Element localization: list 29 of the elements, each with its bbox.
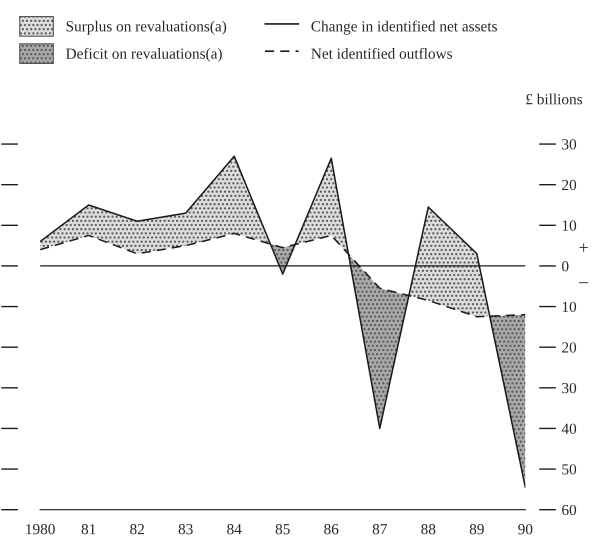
x-tick-label: 86 (324, 524, 338, 534)
legend-label: Net identified outflows (311, 48, 452, 59)
y-tick-label: 10 (562, 302, 576, 312)
y-tick-label: 60 (562, 504, 576, 516)
legend-label: Deficit on revaluations(a) (66, 48, 222, 62)
x-tick-label: 84 (227, 524, 242, 534)
x-tick-label: 82 (130, 524, 144, 534)
legend-label: Surplus on revaluations(a) (66, 20, 226, 35)
x-tick-label: 1980 (26, 524, 55, 534)
y-tick-label: 50 (562, 464, 576, 475)
x-tick-label: 83 (178, 524, 193, 534)
text: – (579, 282, 588, 284)
x-tick-label: 90 (518, 524, 532, 534)
y-tick-label: 30 (562, 382, 576, 394)
x-tick-label: 85 (276, 524, 290, 534)
y-tick-label: 20 (562, 180, 576, 190)
y-axis-title: £ billions (526, 94, 582, 104)
y-tick-label: 40 (562, 424, 576, 434)
y-tick-label: 20 (562, 342, 576, 353)
legend-label: Change in identified net assets (311, 20, 497, 35)
y-tick-label: 10 (562, 220, 576, 231)
x-tick-label: 88 (421, 524, 436, 534)
x-tick-label: 81 (82, 524, 96, 534)
line-series (40, 155, 526, 488)
x-tick-label: 89 (470, 524, 484, 534)
x-tick-label: 87 (372, 524, 387, 534)
text: + (579, 243, 588, 252)
y-tick-label: 0 (562, 261, 568, 272)
y-tick-label: 30 (562, 139, 576, 150)
